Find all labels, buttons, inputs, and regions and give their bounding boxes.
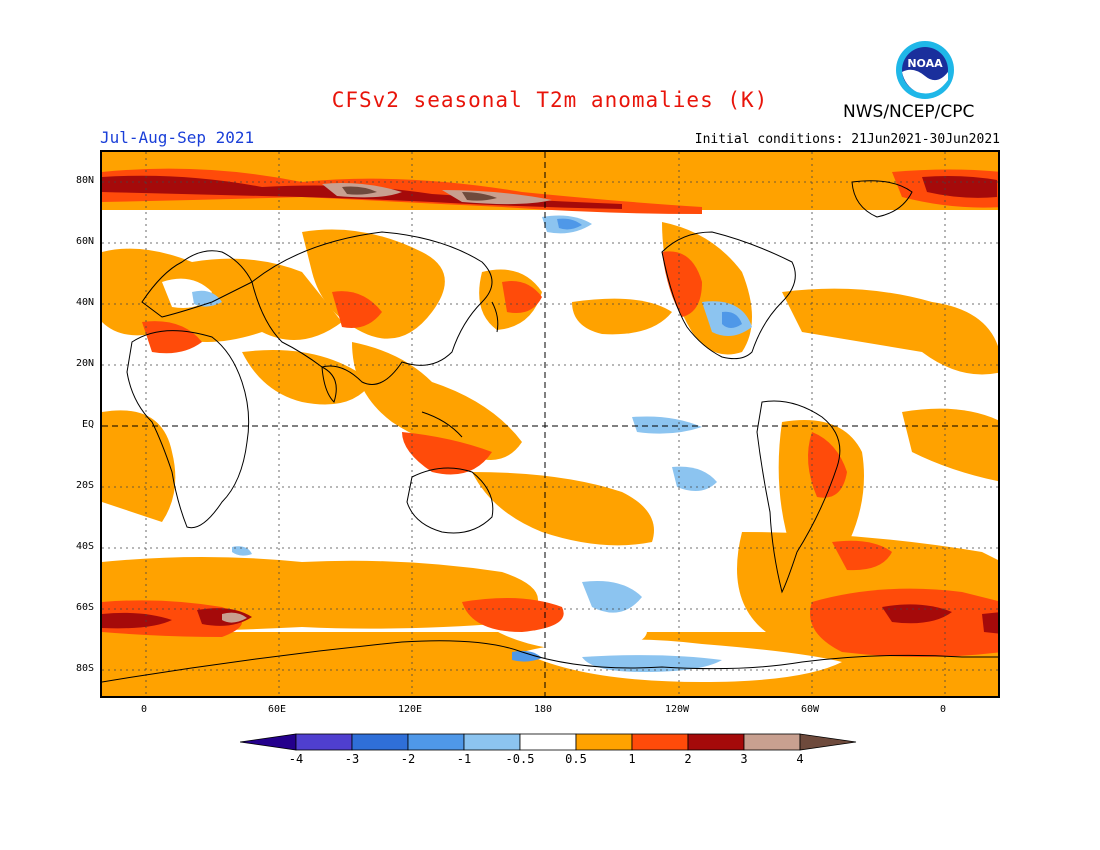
colorbar-segment-6 [575,733,633,751]
lat-label-20n: 20N [75,358,94,369]
noaa-logo-text: NOAA [907,57,943,70]
lon-label-120e: 120E [397,704,423,715]
map-coastlines [102,180,998,683]
colorbar-segment-2 [351,733,409,751]
lon-label-180: 180 [533,704,553,715]
lon-label-60e: 60E [267,704,287,715]
colorbar-segment-1 [295,733,353,751]
lat-label-60s: 60S [75,602,94,613]
colorbar-tick-label: 1 [628,752,636,766]
colorbar-segment-8 [687,733,745,751]
anomaly-negative-mid-regions [512,218,742,662]
lat-label-eq: EQ [81,419,94,430]
anomaly-map [100,150,1000,698]
lon-label-0-right: 0 [939,704,947,715]
lat-label-40n: 40N [75,297,94,308]
anomaly-0.5-1-regions [102,152,998,696]
lon-label-120w: 120W [664,704,690,715]
colorbar-tick-label: 4 [796,752,804,766]
colorbar-tick-label: -2 [400,752,416,766]
season-label: Jul-Aug-Sep 2021 [100,128,255,147]
colorbar-tick-label: -4 [288,752,304,766]
agency-label: NWS/NCEP/CPC [843,102,975,122]
lon-label-0-left: 0 [140,704,148,715]
noaa-logo-icon: NOAA [896,41,954,99]
colorbar-segment-3 [407,733,465,751]
lon-label-60w: 60W [800,704,820,715]
lat-label-80n: 80N [75,175,94,186]
colorbar-tick-label: -0.5 [505,752,535,766]
lat-label-20s: 20S [75,480,94,491]
initial-conditions-label: Initial conditions: 21Jun2021-30Jun2021 [694,132,1000,147]
anomaly-above-4-regions [342,186,497,201]
lat-label-60n: 60N [75,236,94,247]
map-equator-dateline [102,152,998,696]
colorbar-tick-label: 0.5 [565,752,587,766]
colorbar-segment-10 [799,733,857,751]
lat-label-40s: 40S [75,541,94,552]
colorbar-tick-label: -1 [456,752,472,766]
colorbar-segment-7 [631,733,689,751]
map-canvas [102,152,998,696]
colorbar-segment-5 [519,733,577,751]
map-title: CFSv2 seasonal T2m anomalies (K) [331,88,769,112]
colorbar [240,733,857,751]
colorbar-tick-label: -3 [344,752,360,766]
colorbar-segment-4 [463,733,521,751]
map-graticule [102,152,998,696]
colorbar-tick-label: 3 [740,752,748,766]
colorbar-segment-9 [743,733,801,751]
colorbar-segment-0 [240,733,297,751]
colorbar-tick-label: 2 [684,752,692,766]
lat-label-80s: 80S [75,663,94,674]
